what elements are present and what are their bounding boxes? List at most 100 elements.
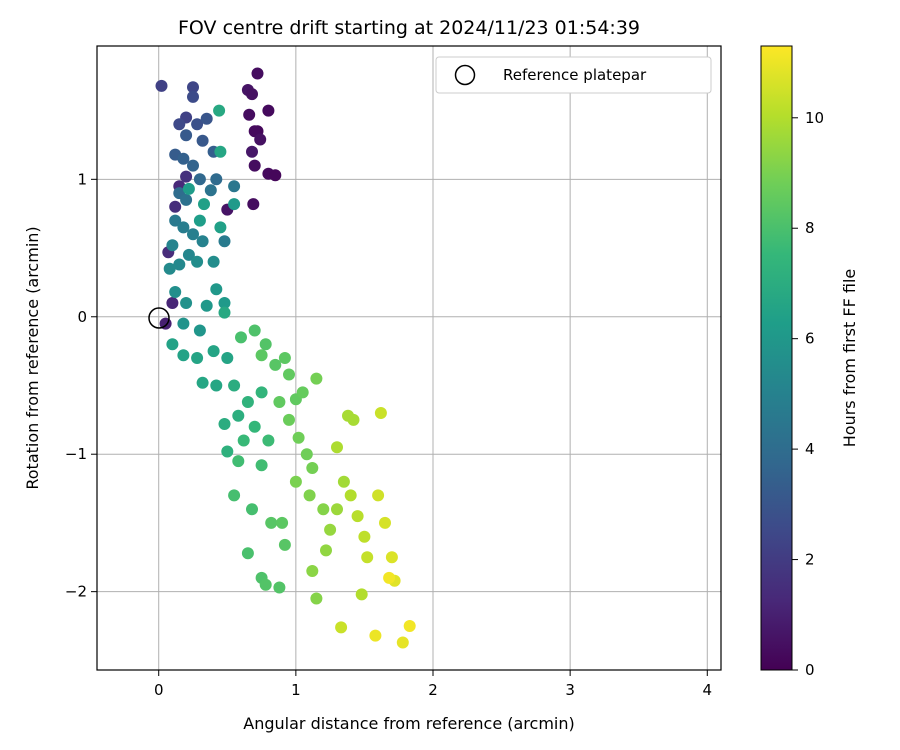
scatter-point [385,551,398,564]
grid-lines [97,46,721,670]
scatter-point [300,448,313,461]
scatter-point [247,198,260,211]
y-tick-label: 0 [77,308,87,326]
scatter-point [228,379,241,392]
y-tick-label: −2 [65,583,87,601]
legend: Reference platepar [435,56,712,94]
scatter-point [182,248,195,261]
scatter-point [163,262,176,275]
scatter-point [344,489,357,502]
y-tick-label: 1 [77,170,87,188]
scatter-point [372,489,385,502]
scatter-point [210,379,223,392]
x-axis-ticks: 0 1 2 3 4 [154,670,712,699]
scatter-point [259,578,272,591]
scatter-point [191,118,204,131]
scatter-point [303,489,316,502]
colorbar-tick-label: 2 [805,551,815,569]
x-axis-label: Angular distance from reference (arcmin) [243,714,574,733]
scatter-point [210,173,223,186]
scatter-point [196,134,209,147]
scatter-point [196,235,209,248]
scatter-point [248,159,261,172]
scatter-point [358,530,371,543]
scatter-point [182,182,195,195]
scatter-point [198,198,210,211]
colorbar-tick-label: 6 [805,330,815,348]
scatter-point [255,386,268,399]
scatter-point [355,588,368,601]
scatter-point [278,352,291,364]
scatter-point [187,228,199,241]
scatter-point [166,239,179,252]
scatter-point [213,104,226,117]
scatter-point [200,112,213,125]
scatter-point [254,133,267,146]
plot-frame [96,45,722,671]
scatter-point [177,317,190,330]
scatter-point [262,434,275,447]
scatter-point [243,108,256,121]
scatter-point [317,503,330,516]
scatter-point [180,170,193,183]
scatter-point [173,258,186,271]
x-tick-label: 2 [428,681,438,699]
scatter-point [331,441,343,454]
scatter-point [221,445,234,458]
chart-title: FOV centre drift starting at 2024/11/23 … [178,17,640,39]
scatter-point [169,200,182,213]
scatter-point [276,516,289,529]
scatter-point [361,551,374,564]
scatter-point [296,386,309,399]
scatter-point [289,475,302,488]
scatter-point [248,420,261,433]
scatter-point [169,286,182,298]
y-tick-label: −1 [65,445,87,463]
scatter-point [403,620,416,632]
scatter-point [246,503,258,516]
scatter-point [177,221,190,234]
scatter-point [169,214,182,227]
scatter-point [324,523,337,536]
legend-box [435,56,712,94]
scatter-point [196,376,209,389]
colorbar: 0 2 4 6 8 10 Hours from first FF file [760,45,859,679]
scatter-point [207,345,220,358]
scatter-point [180,129,193,142]
colorbar-ticks: 0 2 4 6 8 10 [792,109,824,679]
scatter-point [228,489,241,502]
scatter-point [237,434,250,447]
scatter-point [251,67,264,80]
scatter-point [200,299,213,312]
scatter-point [320,544,332,557]
scatter-point [248,324,261,337]
scatter-point [204,184,217,197]
scatter-point [166,338,179,351]
scatter-point [337,475,350,488]
x-tick-label: 0 [154,681,164,699]
scatter-point [193,173,206,186]
reference-point-marker [148,307,170,329]
scatter-point [331,503,343,516]
scatter-point [383,571,396,584]
scatter-point [246,88,258,101]
scatter-point [273,396,286,408]
colorbar-label: Hours from first FF file [840,269,859,448]
scatter-point [335,621,348,634]
scatter-point [255,349,268,362]
scatter-point [187,90,199,103]
scatter-point [292,431,305,444]
scatter-point [232,455,245,468]
y-axis-label: Rotation from reference (arcmin) [23,226,42,489]
scatter-point [187,159,199,172]
y-axis-ticks: −2 −1 0 1 [65,170,97,601]
scatter-point [180,297,193,309]
scatter-point [273,581,286,594]
scatter-point [210,283,223,296]
scatter-point [193,324,206,337]
scatter-point [221,352,234,364]
scatter-point [255,459,268,472]
scatter-point [218,418,231,430]
colorbar-tick-label: 10 [805,109,824,127]
